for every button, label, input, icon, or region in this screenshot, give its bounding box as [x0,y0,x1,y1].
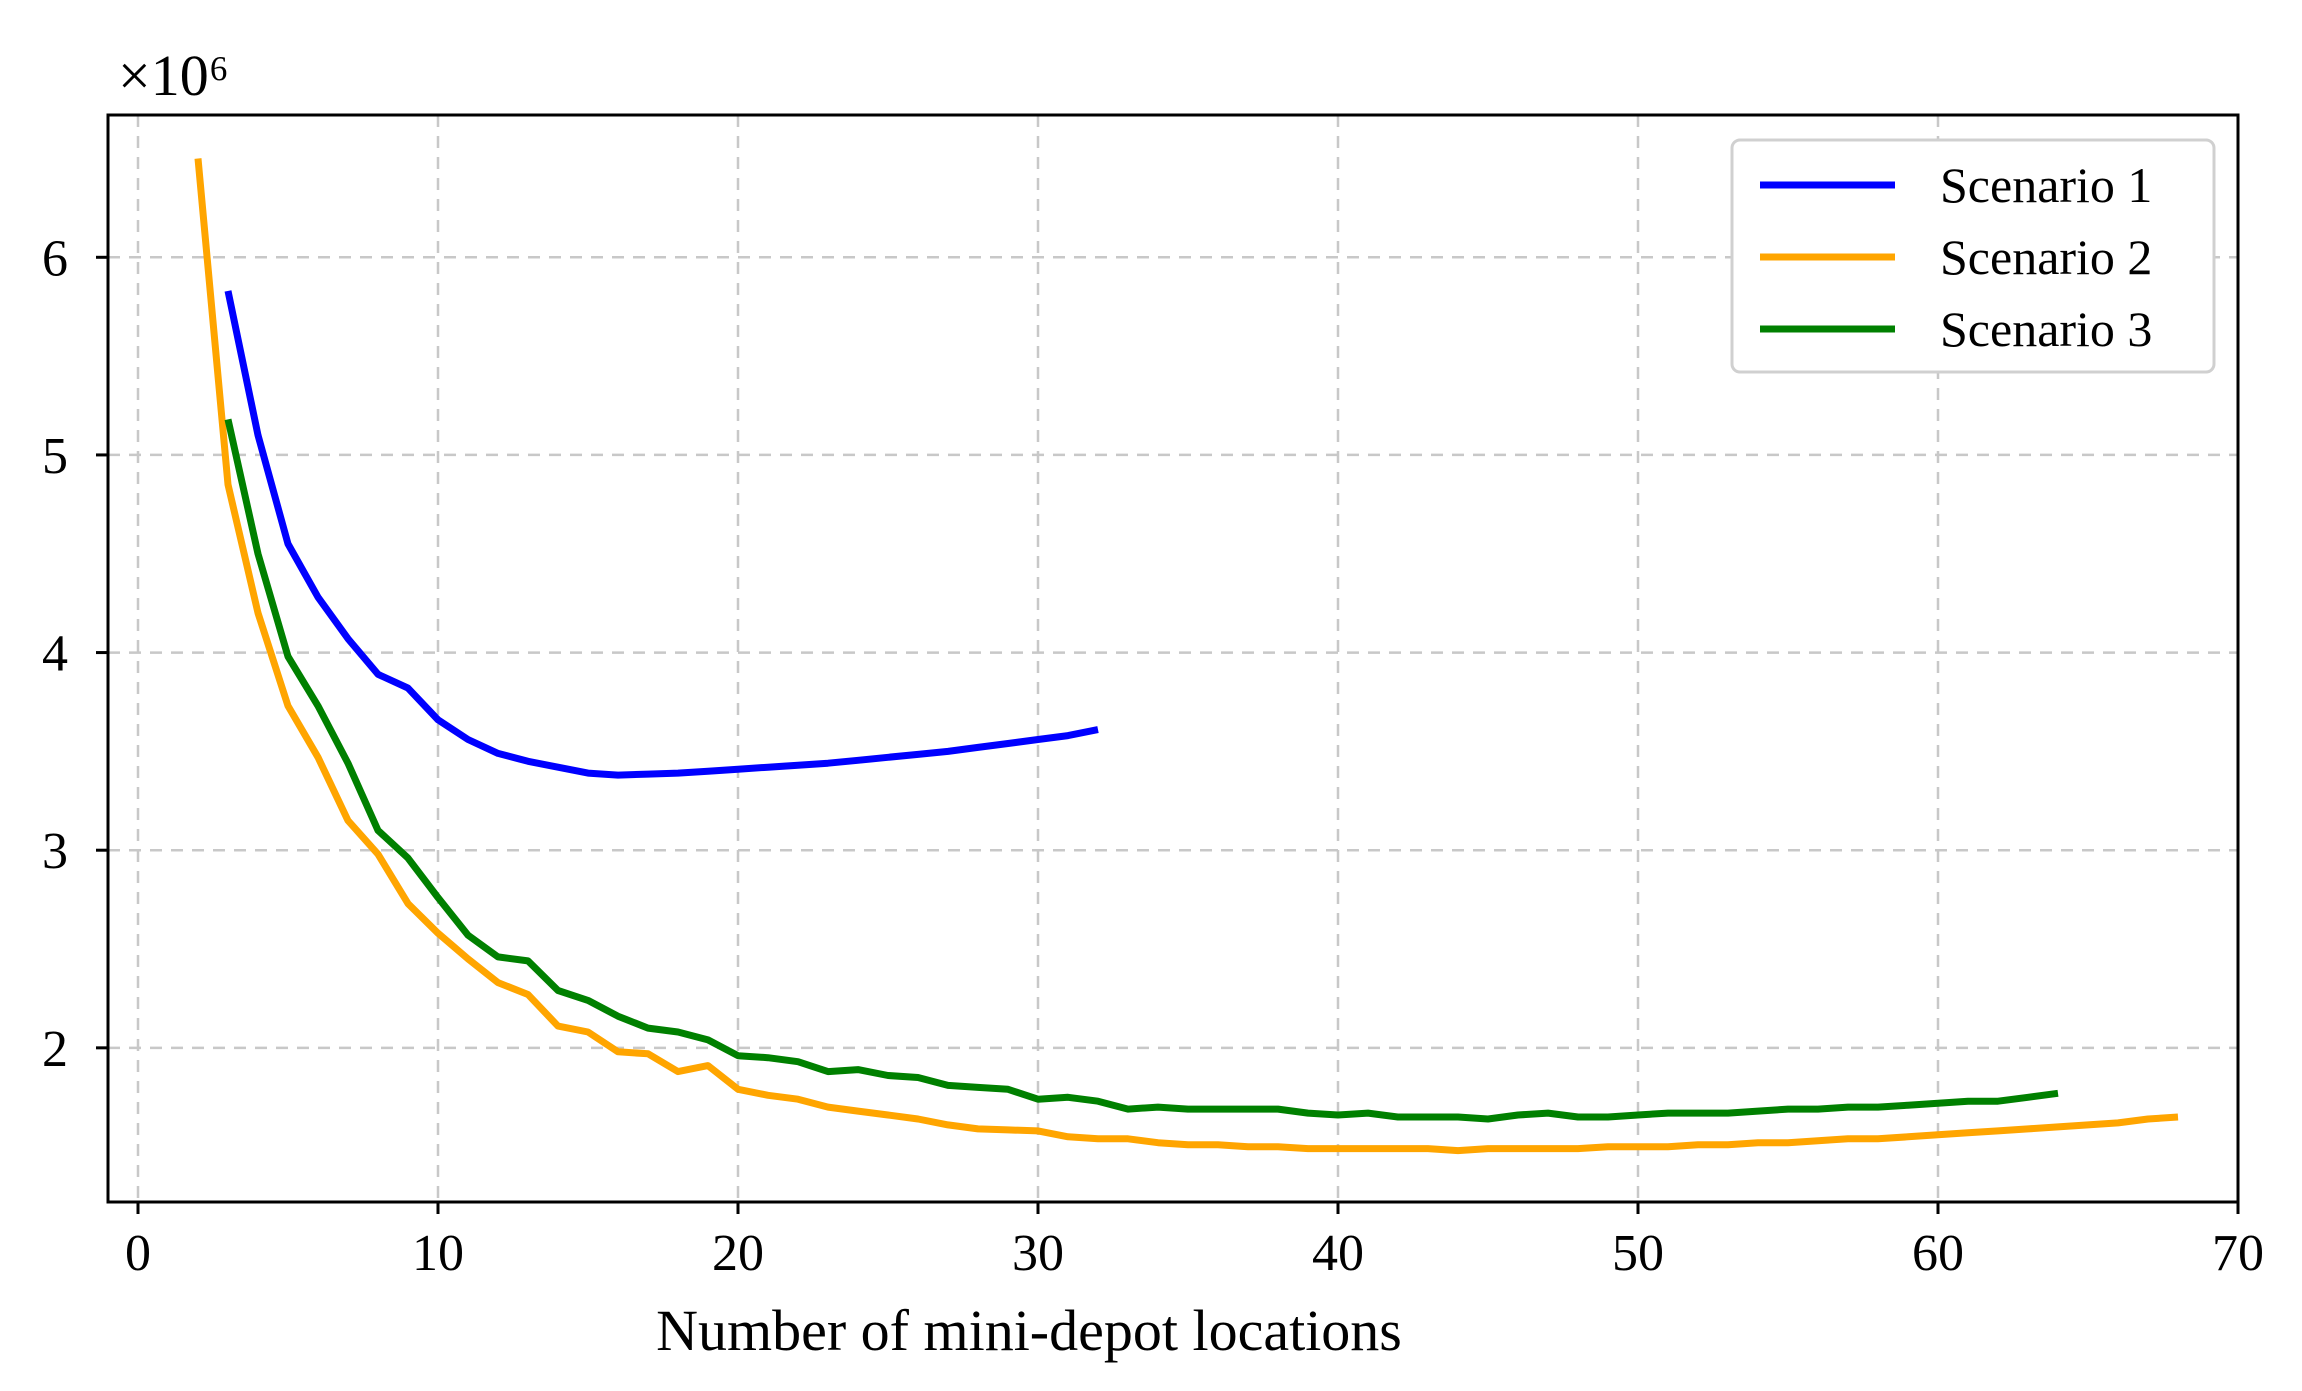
y-tick-label: 4 [42,626,68,683]
legend-box [1730,138,2216,374]
y-tick-label: 3 [42,823,68,880]
x-tick-label: 20 [712,1225,764,1282]
series-lines [194,158,2179,1155]
x-tick-label: 70 [2212,1225,2264,1282]
series-line-scenario-3 [224,418,2059,1123]
series-line-scenario-2 [194,158,2179,1155]
x-axis-label: Number of mini-depot locations [656,1298,1402,1363]
legend: Scenario 1 Scenario 2 Scenario 3 [1730,138,2216,374]
legend-label-scenario-3: Scenario 3 [1940,301,2152,357]
y-scale-label: ×10⁶ [118,43,229,108]
legend-label-scenario-2: Scenario 2 [1940,229,2152,285]
y-tick-label: 2 [42,1021,68,1078]
y-tick-label: 5 [42,428,68,485]
plot-frame [106,113,2240,1204]
x-tick-label: 40 [1312,1225,1364,1282]
y-tick-label: 6 [42,230,68,287]
x-axis-ticks: 0 10 20 30 40 50 60 70 [125,1202,2264,1282]
x-tick-label: 30 [1012,1225,1064,1282]
x-tick-label: 0 [125,1225,151,1282]
x-tick-label: 60 [1912,1225,1964,1282]
x-tick-label: 10 [412,1225,464,1282]
x-tick-label: 50 [1612,1225,1664,1282]
y-axis-ticks: 2 3 4 5 6 [42,230,108,1078]
legend-label-scenario-1: Scenario 1 [1940,157,2152,213]
series-line-scenario-1 [224,290,1099,779]
